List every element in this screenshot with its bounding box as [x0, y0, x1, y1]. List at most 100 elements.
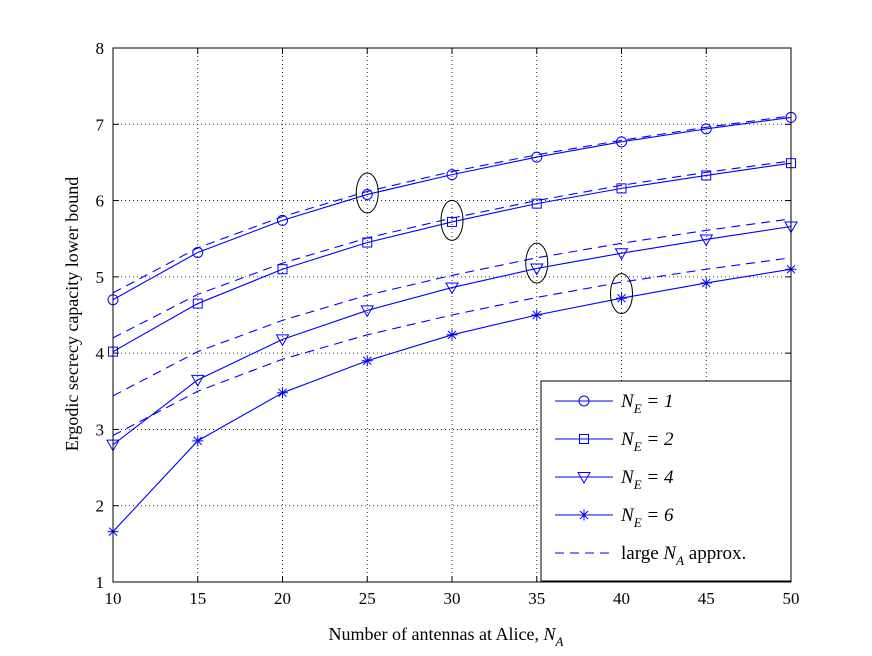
legend-label-text: = 4: [642, 467, 674, 488]
star-marker-stroke: [362, 356, 372, 366]
approx-dashed-line-4: [112, 115, 792, 294]
x-tick-label: 25: [359, 589, 376, 608]
legend-label-subscript: A: [675, 553, 684, 568]
circle-marker-shape: [700, 123, 712, 135]
series-line-2: [112, 225, 792, 446]
legend-label-symbol: N: [662, 543, 677, 564]
data-point-marker: [190, 374, 205, 387]
circle-marker-shape: [531, 151, 543, 163]
x-tick-label: 35: [528, 589, 545, 608]
y-tick-label: 3: [96, 420, 105, 439]
data-point-marker: [699, 234, 714, 247]
data-point-marker: [277, 264, 288, 275]
approx-dashed-line-7: [112, 257, 792, 437]
square-marker-shape: [701, 170, 712, 181]
x-axis-label-symbol: N: [542, 624, 556, 644]
data-point-marker: [446, 169, 458, 181]
legend-marker: [578, 395, 590, 407]
series-line-0: [112, 116, 792, 301]
legend-label-text: = 1: [642, 391, 674, 412]
ellipse-annotation: [610, 273, 633, 315]
data-point-marker: [616, 136, 627, 148]
legend-label-text: = 2: [642, 429, 674, 450]
y-tick-label: 5: [96, 268, 105, 287]
data-point-marker: [700, 277, 712, 289]
square-marker-shape: [447, 216, 457, 227]
circle-marker-shape: [578, 395, 590, 407]
data-point-marker: [192, 298, 203, 309]
legend-label-subscript: E: [633, 439, 642, 454]
approx-dashed-line-6: [112, 218, 792, 397]
data-point-marker: [445, 282, 459, 295]
data-point-marker: [531, 198, 542, 209]
data-point-marker: [447, 216, 457, 227]
square-marker-shape: [531, 198, 542, 209]
square-marker-shape: [579, 434, 589, 444]
data-point-marker: [277, 387, 288, 399]
ellipse-annotation: [355, 172, 379, 214]
legend-label-symbol: N: [620, 391, 635, 412]
star-marker-stroke: [579, 510, 589, 520]
y-axis-label: Ergodic secrecy capacity lower bound: [62, 177, 82, 452]
data-point-marker: [531, 309, 543, 321]
legend-label: large NA approx.: [621, 543, 746, 568]
legend-marker: [579, 434, 589, 444]
star-marker-stroke: [617, 293, 626, 303]
data-point-marker: [192, 435, 204, 447]
y-tick-label: 1: [96, 573, 105, 592]
legend-marker: [577, 472, 591, 485]
data-point-marker: [614, 248, 629, 261]
triangle-marker-shape: [445, 282, 459, 295]
legend-label-subscript: E: [633, 401, 642, 416]
x-tick-label: 10: [105, 589, 122, 608]
series-line-1: [112, 162, 792, 353]
y-tick-label: 4: [96, 344, 105, 363]
legend-label-symbol: N: [620, 429, 635, 450]
legend-label-symbol: N: [620, 467, 635, 488]
ellipse-annotation: [440, 199, 464, 241]
y-tick-label: 8: [96, 39, 105, 58]
circle-marker-shape: [277, 214, 288, 226]
x-tick-label: 20: [274, 589, 291, 608]
data-point-marker: [361, 188, 373, 200]
legend-label-text: = 6: [642, 505, 674, 526]
triangle-marker-shape: [275, 334, 290, 347]
legend-label-text: approx.: [684, 543, 746, 564]
legend-label: NE = 6: [620, 505, 674, 530]
data-point-marker: [360, 305, 375, 318]
data-point-marker: [361, 355, 373, 367]
data-point-marker: [275, 334, 290, 347]
triangle-marker-shape: [190, 374, 205, 387]
data-point-marker: [701, 170, 712, 181]
star-marker-stroke: [701, 278, 711, 288]
star-marker-stroke: [532, 310, 542, 320]
x-axis-label-subscript: A: [555, 634, 564, 649]
data-point-marker: [529, 263, 544, 276]
square-marker-shape: [277, 264, 288, 275]
star-marker-stroke: [193, 436, 203, 446]
legend-label: NE = 4: [620, 467, 674, 492]
circle-marker-shape: [616, 136, 627, 148]
circle-marker-shape: [361, 188, 373, 200]
star-marker-stroke: [278, 388, 287, 398]
y-tick-label: 2: [96, 497, 105, 516]
x-tick-label: 30: [444, 589, 461, 608]
x-axis-label-main: Number of antennas at Alice,: [329, 624, 544, 644]
data-point-marker: [277, 214, 288, 226]
star-marker-stroke: [447, 330, 457, 340]
triangle-marker-shape: [360, 305, 375, 318]
data-point-marker: [446, 329, 458, 341]
x-tick-label: 45: [698, 589, 715, 608]
legend-label: NE = 1: [620, 391, 673, 416]
x-axis-label: Number of antennas at Alice, NA: [329, 624, 564, 649]
triangle-marker-shape: [577, 472, 591, 485]
data-point-marker: [700, 123, 712, 135]
legend-label-symbol: N: [620, 505, 635, 526]
x-tick-label: 40: [613, 589, 630, 608]
legend-label-text: large: [621, 543, 663, 564]
x-tick-label: 15: [189, 589, 206, 608]
legend-label-subscript: E: [633, 477, 642, 492]
